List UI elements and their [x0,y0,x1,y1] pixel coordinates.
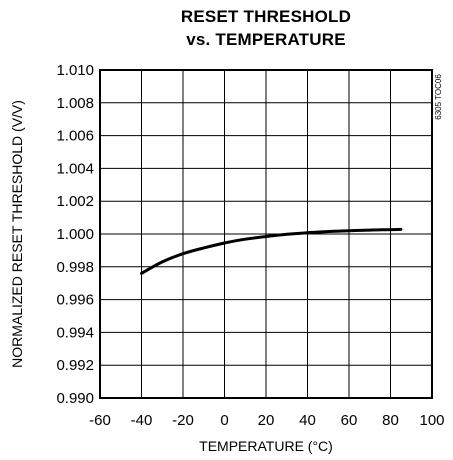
y-tick-label: 1.000 [56,226,94,243]
y-tick-label: 0.994 [56,324,94,341]
x-tick-label: 60 [341,412,358,429]
y-tick-label: 1.008 [56,95,94,112]
x-tick-label: 80 [382,412,399,429]
y-tick-labels: 0.990 0.992 0.994 0.996 0.998 1.000 1.002 1.004… [56,62,94,407]
y-tick-label: 0.990 [56,390,94,407]
y-tick-label: 0.996 [56,292,94,309]
grid-lines [100,70,432,398]
y-tick-label: 1.006 [56,128,94,145]
series-group [140,227,403,275]
y-tick-label: 0.998 [56,259,94,276]
x-tick-label: 100 [419,412,444,429]
y-tick-label: 0.992 [56,357,94,374]
plot-frame [99,69,433,399]
y-tick-label: 1.004 [56,160,94,177]
x-tick-label: -20 [172,412,194,429]
x-tick-labels: -60 -40 -20 0 20 40 60 80 100 [89,412,444,429]
x-tick-label: -40 [131,412,153,429]
y-axis-label: NORMALIZED RESET THRESHOLD (V/V) [9,100,25,368]
x-tick-label: 20 [258,412,275,429]
y-tick-label: 1.002 [56,193,94,210]
figure-code: 6305 TOC06 [434,74,443,120]
x-tick-label: 0 [220,412,228,429]
x-tick-label: 40 [299,412,316,429]
chart-title-line2: vs. TEMPERATURE [186,30,346,49]
chart-title-line1: RESET THRESHOLD [180,7,352,26]
x-axis-label: TEMPERATURE (°C) [199,438,333,454]
x-tick-label: -60 [89,412,111,429]
series-line [140,227,403,275]
y-tick-label: 1.010 [56,62,94,79]
